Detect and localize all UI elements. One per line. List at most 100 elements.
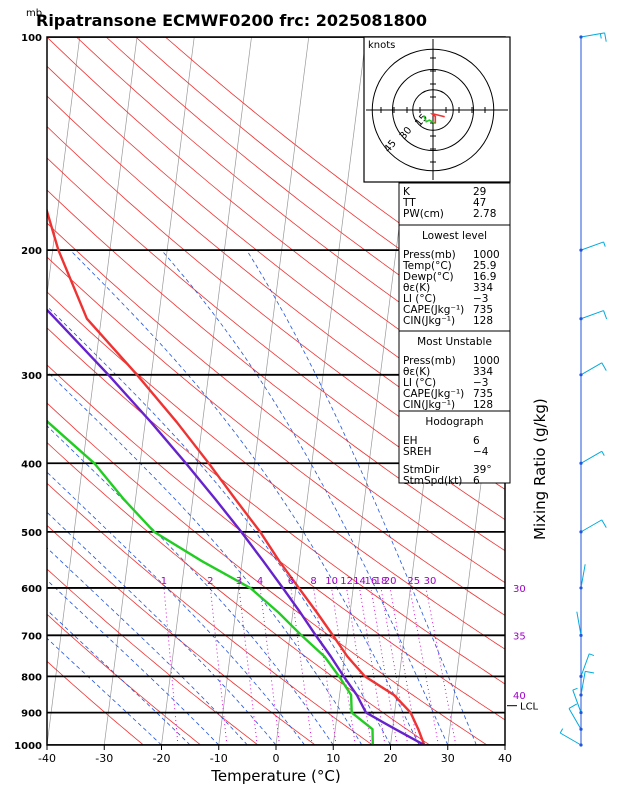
wind-barb-staff <box>568 708 582 730</box>
temperature-tick-label: -40 <box>38 752 56 765</box>
wind-barb-dot <box>579 743 583 747</box>
pressure-tick-label: 600 <box>21 584 42 595</box>
wind-barb-staff <box>559 732 582 746</box>
dry-adiabat-line <box>47 524 316 745</box>
moist-adiabat-line <box>161 249 449 745</box>
wind-barb-staff <box>580 362 603 376</box>
temperature-tick-label: -30 <box>95 752 113 765</box>
wind-barb-staff <box>580 519 603 533</box>
indices-row-name: CAPE(Jkg⁻¹) <box>403 304 464 316</box>
wind-barb-flag <box>568 703 578 709</box>
wind-barb-flag <box>559 728 564 734</box>
indices-row-name: θε(K) <box>403 282 430 294</box>
lcl-label: LCL <box>520 702 539 713</box>
mixing-ratio-label: 6 <box>288 576 294 587</box>
dry-adiabat-line <box>47 95 505 461</box>
indices-row-value: 16.9 <box>473 271 496 283</box>
mixing-ratio-label: 1 <box>161 576 167 587</box>
index-row-name: K <box>403 186 411 198</box>
wind-barb-dot <box>579 317 583 321</box>
wind-barb-dot <box>579 248 583 252</box>
indices-row-value: −4 <box>473 446 489 458</box>
mixing-ratio-label: 14 <box>353 576 366 587</box>
indices-row-value: −3 <box>473 293 488 305</box>
mixing-ratio-line <box>359 587 386 745</box>
indices-row-value: 39° <box>473 464 492 476</box>
x-axis-label: Temperature (°C) <box>210 767 340 785</box>
pressure-tick-label: 700 <box>21 631 42 642</box>
indices-row-name: Press(mb) <box>403 249 456 261</box>
pressure-tick-label: 500 <box>21 528 42 539</box>
mixing-ratio-label: 2 <box>207 576 213 587</box>
indices-section-header: Lowest level <box>422 230 487 242</box>
hodograph-units-label: knots <box>368 40 395 51</box>
indices-row-name: Press(mb) <box>403 355 456 367</box>
wind-barb-flag <box>604 32 607 42</box>
mixing-ratio-line <box>370 587 398 745</box>
temperature-tick-label: -20 <box>153 752 171 765</box>
mixing-ratio-label: 10 <box>325 576 338 587</box>
wind-barb-flag <box>601 451 605 456</box>
pressure-unit-label: mb <box>26 8 42 19</box>
mixing-ratio-label: 16 <box>364 576 377 587</box>
theta-e-label: 40 <box>513 691 526 702</box>
wind-barb-flag <box>599 33 602 39</box>
mixing-ratio-label: 30 <box>424 576 437 587</box>
dry-adiabat-line <box>47 482 373 745</box>
index-row-value: 29 <box>473 186 486 198</box>
temperature-profile-line <box>47 207 426 745</box>
indices-box <box>398 182 511 226</box>
indices-row-name: CIN(Jkg⁻¹) <box>403 315 455 327</box>
indices-row-value: 128 <box>473 315 493 327</box>
moist-adiabat-line <box>47 471 305 745</box>
wind-barb-flag <box>589 653 595 657</box>
wind-barb-staff <box>580 450 603 464</box>
indices-row-name: LI (°C) <box>403 377 436 389</box>
indices-row-value: 128 <box>473 399 493 411</box>
dry-adiabat-line <box>47 126 505 490</box>
mixing-ratio-line <box>389 587 418 745</box>
indices-row-value: 6 <box>473 435 480 447</box>
isotherm-line <box>275 37 367 745</box>
wind-barb-flag <box>603 241 606 247</box>
indices-row-name: θε(K) <box>403 366 430 378</box>
isotherm-line <box>161 37 252 745</box>
indices-row-value: 735 <box>473 388 493 400</box>
indices-section-box <box>398 330 511 412</box>
mixing-ratio-axis-label: Mixing Ratio (g/kg) <box>531 398 549 540</box>
isotherm-line <box>0 37 23 745</box>
wind-barb-dot <box>579 711 583 715</box>
index-row-value: 47 <box>473 197 486 209</box>
wind-barb-staff <box>580 241 604 251</box>
indices-row-name: SREH <box>403 446 432 458</box>
dry-adiabat-line <box>47 568 259 745</box>
moist-adiabat-line <box>47 425 334 745</box>
pressure-tick-label: 100 <box>21 33 42 44</box>
indices-section-box <box>398 224 511 332</box>
chart-title: Ripatransone ECMWF0200 frc: 2025081800 <box>36 11 427 30</box>
wind-barb-flag <box>572 687 578 691</box>
index-row-value: 2.78 <box>473 208 496 220</box>
moist-adiabat-line <box>47 579 220 745</box>
indices-row-name: EH <box>403 435 418 447</box>
wind-barb-dot <box>579 633 583 637</box>
temperature-tick-label: 0 <box>273 752 280 765</box>
dry-adiabat-line <box>47 291 505 650</box>
wind-barb-staff <box>576 611 582 636</box>
indices-row-value: 735 <box>473 304 493 316</box>
theta-e-label: 30 <box>513 584 526 595</box>
dry-adiabat-line <box>47 222 505 584</box>
wind-barb-flag <box>585 670 595 674</box>
dewpoint-profile-line <box>47 419 374 745</box>
mixing-ratio-label: 4 <box>257 576 263 587</box>
theta-e-label: 35 <box>513 631 526 642</box>
wind-barb-dot <box>579 373 583 377</box>
wind-barb-flag <box>601 362 607 371</box>
hodograph-trace-low <box>422 115 436 125</box>
pressure-tick-label: 1000 <box>14 741 42 752</box>
wind-barb-flag <box>601 519 607 528</box>
temperature-tick-label: 10 <box>326 752 340 765</box>
wind-barb-dot <box>579 586 583 590</box>
pressure-tick-label: 200 <box>21 246 42 257</box>
wind-barb-staff <box>580 671 586 696</box>
